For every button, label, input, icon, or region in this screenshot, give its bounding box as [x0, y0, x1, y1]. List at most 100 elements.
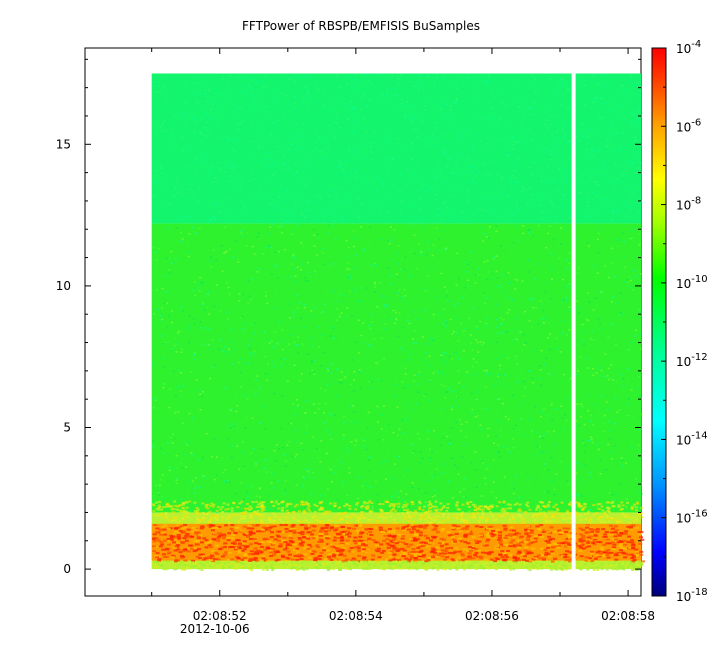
texture-speck [337, 86, 340, 88]
texture-speck [629, 526, 633, 529]
texture-speck [586, 242, 589, 244]
texture-speck [291, 524, 296, 527]
texture-speck [354, 452, 357, 454]
texture-speck [350, 75, 353, 77]
texture-speck [394, 463, 397, 465]
texture-speck [208, 510, 212, 513]
texture-speck [638, 395, 641, 398]
texture-speck [385, 305, 388, 307]
texture-speck [542, 434, 545, 437]
texture-speck [183, 524, 187, 526]
texture-speck [597, 231, 600, 234]
texture-speck [205, 476, 208, 479]
texture-speck [215, 119, 218, 121]
texture-speck [347, 535, 352, 538]
texture-speck [382, 539, 387, 542]
texture-speck [427, 513, 431, 516]
texture-speck [619, 181, 622, 183]
texture-speck [430, 558, 435, 561]
texture-speck [155, 289, 158, 291]
texture-speck [552, 505, 556, 508]
texture-speck [272, 207, 275, 209]
texture-speck [469, 272, 472, 275]
texture-speck [635, 478, 638, 480]
texture-speck [587, 510, 591, 513]
texture-speck [446, 206, 449, 209]
texture-speck [516, 363, 518, 365]
texture-speck [335, 194, 338, 196]
texture-speck [303, 161, 306, 163]
texture-speck [366, 287, 368, 289]
texture-speck [591, 192, 594, 194]
texture-speck [501, 507, 505, 510]
texture-speck [437, 553, 441, 556]
texture-speck [327, 529, 332, 532]
texture-speck [496, 277, 499, 279]
texture-speck [177, 258, 180, 260]
texture-speck [423, 527, 427, 530]
texture-speck [391, 503, 395, 506]
texture-speck [638, 513, 642, 516]
texture-speck [512, 522, 516, 525]
texture-speck [551, 513, 555, 516]
texture-speck [211, 505, 215, 508]
texture-speck [157, 247, 160, 250]
texture-speck [520, 553, 525, 556]
texture-speck [411, 452, 414, 454]
texture-speck [474, 506, 477, 509]
texture-speck [439, 537, 444, 540]
texture-speck [606, 556, 611, 559]
texture-speck [448, 560, 453, 563]
texture-speck [206, 507, 210, 510]
texture-speck [446, 435, 449, 438]
texture-speck [475, 398, 478, 400]
texture-speck [552, 238, 555, 241]
texture-speck [590, 550, 595, 553]
texture-speck [520, 517, 524, 520]
texture-speck [201, 512, 205, 514]
texture-speck [393, 537, 398, 540]
texture-speck [442, 150, 445, 153]
texture-speck [473, 451, 476, 453]
texture-speck [425, 99, 427, 102]
texture-speck [334, 466, 337, 468]
texture-speck [605, 542, 610, 545]
texture-speck [486, 259, 489, 262]
texture-speck [606, 145, 609, 147]
texture-speck [449, 105, 452, 107]
texture-speck [280, 427, 283, 430]
texture-speck [424, 492, 427, 494]
texture-speck [366, 105, 369, 107]
texture-speck [413, 554, 418, 557]
texture-speck [540, 218, 543, 220]
texture-speck [438, 542, 442, 545]
texture-speck [619, 312, 622, 314]
texture-speck [463, 287, 466, 289]
texture-speck [201, 518, 205, 521]
texture-speck [277, 560, 281, 563]
texture-speck [264, 85, 267, 87]
texture-speck [607, 378, 610, 381]
texture-speck [356, 501, 360, 504]
texture-speck [536, 431, 539, 433]
texture-speck [466, 261, 469, 263]
texture-speck [317, 558, 322, 561]
texture-speck [390, 495, 393, 498]
texture-speck [397, 335, 400, 338]
texture-speck [533, 351, 536, 353]
texture-speck [323, 421, 326, 424]
texture-speck [407, 95, 409, 97]
texture-speck [514, 532, 519, 535]
texture-speck [528, 320, 531, 322]
texture-speck [523, 561, 527, 564]
texture-speck [327, 555, 331, 558]
texture-speck [264, 331, 266, 334]
texture-speck [567, 544, 572, 546]
texture-speck [275, 534, 280, 537]
texture-speck [415, 562, 419, 564]
texture-speck [210, 393, 213, 396]
texture-speck [440, 230, 443, 232]
texture-speck [425, 545, 430, 548]
texture-speck [588, 439, 591, 442]
texture-speck [338, 536, 343, 539]
